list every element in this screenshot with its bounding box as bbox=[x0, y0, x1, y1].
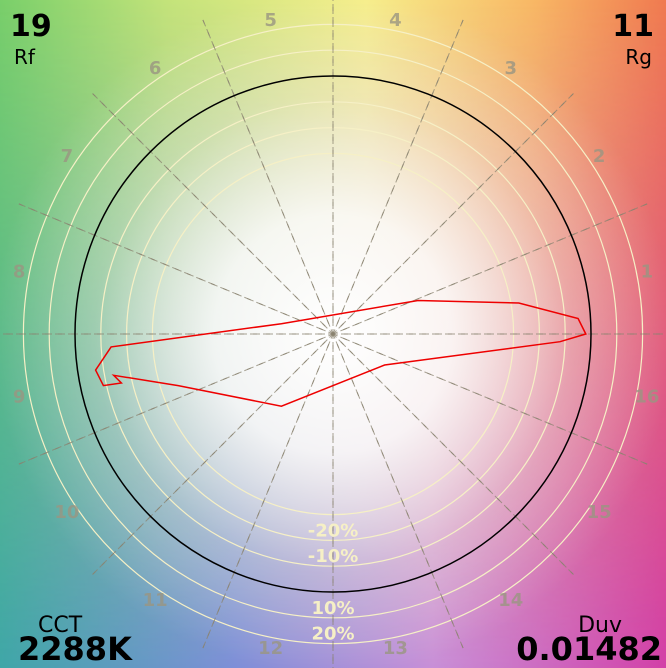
hue-bin-label: 16 bbox=[634, 386, 659, 407]
percent-ring-label: 10% bbox=[311, 598, 354, 619]
hue-bin-label: 9 bbox=[13, 386, 26, 407]
hue-bin-label: 8 bbox=[13, 262, 26, 283]
percent-ring-labels: -20% -10% 10% 20% bbox=[308, 520, 359, 644]
hue-bin-label: 12 bbox=[258, 638, 283, 659]
percent-ring-label: -20% bbox=[308, 520, 359, 541]
hue-bin-label: 3 bbox=[505, 58, 518, 79]
hue-bin-label: 4 bbox=[389, 10, 402, 31]
rg-label: Rg bbox=[625, 45, 652, 69]
percent-ring-label: -10% bbox=[308, 546, 359, 567]
cct-value: 2288K bbox=[18, 630, 133, 668]
hue-bin-label: 11 bbox=[143, 590, 168, 611]
hue-bin-label: 13 bbox=[383, 638, 408, 659]
hue-bin-label: 7 bbox=[61, 146, 74, 167]
hue-bin-label: 1 bbox=[641, 262, 654, 283]
duv-label: Duv bbox=[578, 613, 622, 638]
rf-value: 19 bbox=[10, 9, 52, 44]
hue-spoke bbox=[18, 203, 648, 465]
hue-bin-label: 15 bbox=[587, 502, 612, 523]
percent-ring-label: 20% bbox=[311, 624, 354, 645]
hue-bin-label: 2 bbox=[593, 146, 606, 167]
hue-bin-label: 5 bbox=[264, 10, 277, 31]
test-source-polygon bbox=[94, 299, 587, 407]
hue-bin-label: 6 bbox=[149, 58, 162, 79]
hue-bin-label: 10 bbox=[54, 502, 79, 523]
cct-label: CCT bbox=[38, 613, 83, 638]
rg-value: 11 bbox=[612, 9, 654, 44]
reference-circle bbox=[74, 75, 592, 593]
rf-label: Rf bbox=[14, 45, 36, 69]
hue-bin-label: 14 bbox=[498, 590, 523, 611]
duv-value: 0.01482 bbox=[516, 630, 662, 668]
